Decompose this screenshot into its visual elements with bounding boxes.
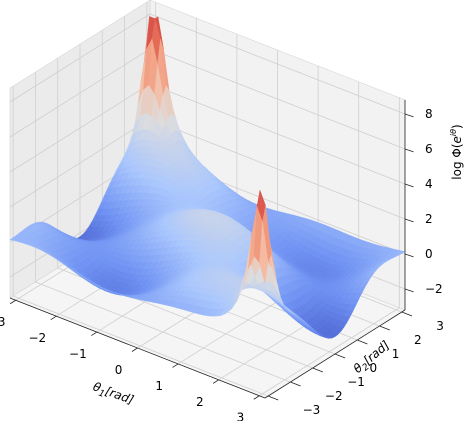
x-tick-mark (91, 331, 98, 336)
z-tick-label: 0 (425, 247, 433, 261)
grid-line (9, 13, 151, 103)
grid-line (149, 118, 406, 220)
z-tick-mark (404, 253, 414, 258)
grid-line (35, 281, 291, 383)
x-tick-label: −1 (69, 347, 87, 361)
y-tick-mark (267, 395, 279, 401)
y-tick-label: 1 (392, 347, 400, 361)
x-tick-mark (212, 379, 219, 384)
grid-line (149, 83, 406, 185)
y-tick-mark (312, 367, 324, 373)
grid-line (9, 118, 151, 208)
x-axis-label: θ1[rad] (90, 379, 136, 410)
y-tick-label: 2 (414, 333, 422, 347)
z-tick-label: 2 (425, 212, 433, 226)
grid-line (149, 13, 406, 115)
x-tick-mark (9, 299, 16, 305)
z-tick-mark (404, 288, 414, 293)
grid-line (9, 48, 151, 138)
surface-patch (259, 221, 269, 284)
y-tick-label: −1 (347, 375, 365, 389)
z-tick-label: 4 (425, 177, 433, 191)
z-tick-mark (404, 148, 414, 153)
x-tick-mark (172, 363, 179, 368)
z-tick-mark (404, 218, 414, 223)
grid-line (149, 48, 406, 150)
x-tick-mark (253, 395, 260, 400)
z-tick-label: 8 (425, 107, 433, 121)
surface-mesh (9, 16, 406, 339)
y-tick-mark (334, 353, 346, 359)
y-tick-mark (290, 381, 301, 387)
y-tick-label: 3 (436, 319, 444, 333)
y-tick-mark (357, 339, 368, 345)
z-axis-label: log Φ(eiθ) (449, 124, 464, 179)
x-tick-label: −2 (28, 331, 46, 345)
x-tick-label: 0 (115, 363, 123, 377)
x-tick-label: 3 (237, 411, 245, 421)
grid-line (12, 295, 269, 397)
y-tick-label: −3 (303, 403, 321, 417)
x-tick-label: 2 (196, 395, 204, 409)
y-tick-mark (379, 325, 390, 331)
z-tick-mark (404, 113, 414, 118)
grid-line (9, 83, 151, 173)
y-tick-label: 0 (370, 361, 378, 375)
x-tick-mark (50, 315, 57, 320)
x-tick-label: 1 (155, 379, 163, 393)
y-tick-label: −2 (325, 389, 343, 403)
x-tick-label: −3 (0, 315, 6, 329)
y-tick-mark (401, 311, 413, 317)
x-tick-mark (131, 347, 138, 352)
z-tick-label: −2 (425, 282, 443, 296)
z-tick-mark (404, 183, 414, 188)
z-tick-label: 6 (425, 142, 433, 156)
